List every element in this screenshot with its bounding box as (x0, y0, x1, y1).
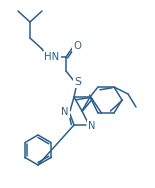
Text: HN: HN (44, 52, 60, 62)
Text: S: S (75, 77, 82, 87)
Text: N: N (88, 121, 96, 131)
Text: O: O (73, 41, 81, 51)
Text: N: N (61, 107, 69, 117)
